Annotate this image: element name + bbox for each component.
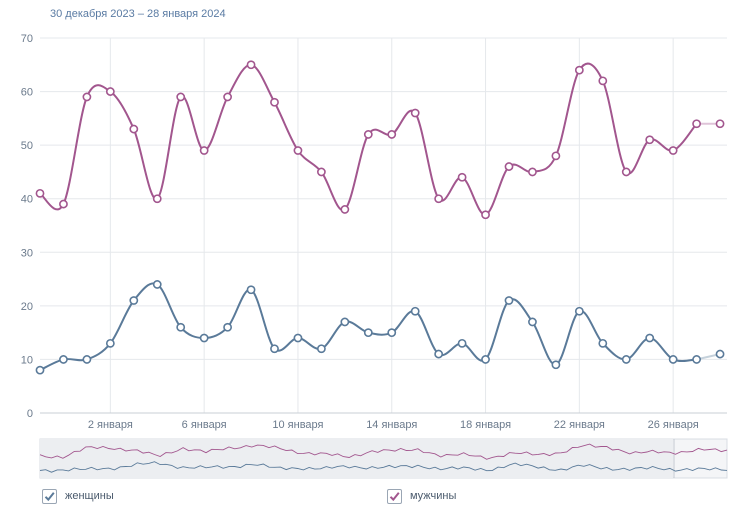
y-tick-label: 30 <box>21 247 33 259</box>
data-point[interactable] <box>270 344 279 354</box>
data-point[interactable] <box>410 306 420 316</box>
data-point[interactable] <box>645 135 655 145</box>
y-tick-label: 60 <box>21 87 33 99</box>
series-women <box>35 280 725 375</box>
legend-item-men[interactable]: мужчины <box>387 487 456 505</box>
navigator[interactable] <box>39 438 728 479</box>
data-point[interactable] <box>434 349 444 359</box>
legend-item-women[interactable]: женщины <box>42 487 114 505</box>
data-point[interactable] <box>551 151 561 161</box>
data-point[interactable] <box>363 328 373 338</box>
x-tick-label: 6 января <box>182 419 227 431</box>
data-point[interactable] <box>129 124 139 134</box>
navigator-window[interactable] <box>40 439 673 478</box>
data-point[interactable] <box>551 360 561 370</box>
data-point[interactable] <box>246 285 256 295</box>
data-point[interactable] <box>668 355 678 364</box>
data-point[interactable] <box>528 317 537 327</box>
data-point[interactable] <box>105 87 115 96</box>
series-line <box>39 62 698 216</box>
checkbox-checked-icon[interactable] <box>387 488 402 504</box>
data-point[interactable] <box>35 365 45 375</box>
data-point[interactable] <box>340 317 350 327</box>
data-point[interactable] <box>387 328 397 338</box>
x-tick-label: 10 января <box>272 419 323 431</box>
x-tick-label: 18 января <box>460 419 511 431</box>
x-tick-label: 22 января <box>554 419 605 431</box>
data-point[interactable] <box>668 146 678 155</box>
data-point[interactable] <box>223 322 232 332</box>
data-point[interactable] <box>504 162 514 171</box>
y-tick-label: 20 <box>21 301 33 313</box>
data-point[interactable] <box>316 167 326 177</box>
x-tick-label: 2 января <box>88 419 133 431</box>
data-point[interactable] <box>293 333 303 343</box>
data-point[interactable] <box>504 296 514 305</box>
data-point[interactable] <box>199 146 209 155</box>
data-point[interactable] <box>387 130 397 139</box>
data-point[interactable] <box>621 167 631 177</box>
data-point[interactable] <box>715 119 725 129</box>
y-tick-label: 70 <box>21 33 33 45</box>
grid-lines <box>40 37 727 414</box>
data-point[interactable] <box>176 92 186 102</box>
legend-label-men: мужчины <box>410 490 457 502</box>
date-range-label: 30 декабря 2023 – 28 января 2024 <box>50 8 226 20</box>
navigator-series-line <box>39 461 728 473</box>
data-point[interactable] <box>59 355 68 364</box>
navigator-series-line <box>39 443 728 460</box>
data-point[interactable] <box>35 188 45 198</box>
data-point[interactable] <box>82 92 92 102</box>
data-point[interactable] <box>59 199 68 209</box>
data-point[interactable] <box>692 119 701 129</box>
data-point[interactable] <box>481 355 490 364</box>
data-point[interactable] <box>410 108 420 118</box>
y-tick-label: 10 <box>21 354 33 366</box>
data-point[interactable] <box>574 306 584 316</box>
y-tick-label: 40 <box>21 194 33 206</box>
data-point[interactable] <box>598 338 608 348</box>
series-line <box>39 282 697 372</box>
data-point[interactable] <box>645 333 655 343</box>
legend-label-women: женщины <box>65 490 114 502</box>
data-point[interactable] <box>176 322 186 332</box>
data-point[interactable] <box>457 172 467 182</box>
data-point[interactable] <box>105 338 115 348</box>
series <box>35 60 725 375</box>
x-tick-label: 26 января <box>648 419 699 431</box>
data-point[interactable] <box>574 65 584 75</box>
data-point[interactable] <box>363 130 373 139</box>
data-point[interactable] <box>152 194 162 204</box>
series-men <box>35 60 725 220</box>
data-point[interactable] <box>598 76 608 86</box>
x-tick-label: 14 января <box>366 419 417 431</box>
data-point[interactable] <box>129 296 139 305</box>
y-tick-label: 0 <box>27 408 33 420</box>
data-point[interactable] <box>152 280 162 289</box>
data-point[interactable] <box>293 146 303 155</box>
data-point[interactable] <box>715 349 725 359</box>
data-point[interactable] <box>246 60 256 70</box>
data-point[interactable] <box>82 355 92 364</box>
data-point[interactable] <box>621 355 631 364</box>
data-point[interactable] <box>199 333 209 343</box>
data-point[interactable] <box>270 97 279 107</box>
checkbox-checked-icon[interactable] <box>42 488 57 504</box>
data-point[interactable] <box>692 355 701 364</box>
axes: 0 10 20 30 40 50 60 70 2 января 6 января 10 января… <box>21 33 727 431</box>
data-point[interactable] <box>340 205 350 214</box>
data-point[interactable] <box>223 92 232 102</box>
data-point[interactable] <box>316 344 326 354</box>
data-point[interactable] <box>528 167 537 177</box>
data-point[interactable] <box>457 338 467 348</box>
data-point[interactable] <box>481 210 490 220</box>
y-tick-label: 50 <box>21 140 33 152</box>
data-point[interactable] <box>434 194 444 204</box>
